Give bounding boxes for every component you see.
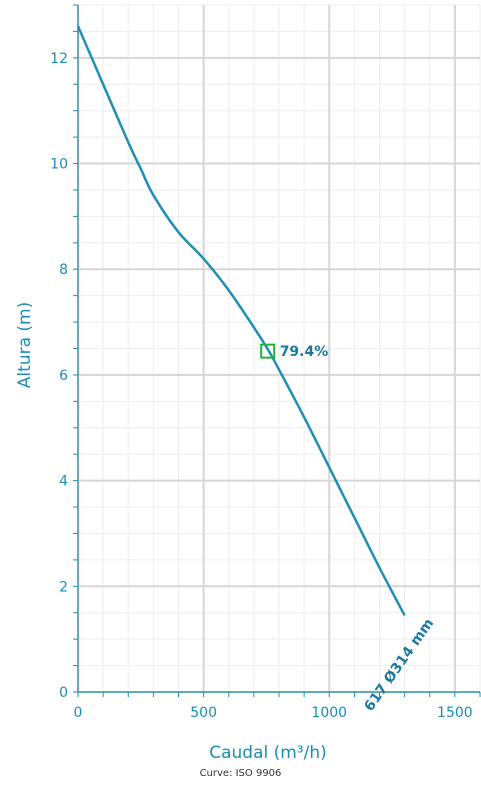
annotations: 79.4%617 Ø314 mm <box>260 343 437 714</box>
y-tick-label: 0 <box>59 685 68 701</box>
x-tick-label: 1000 <box>311 705 347 721</box>
y-tick-label: 12 <box>50 51 68 67</box>
axes <box>73 4 481 697</box>
efficiency-marker <box>260 343 276 359</box>
y-tick-label: 10 <box>50 157 68 173</box>
y-tick-label: 8 <box>59 262 68 278</box>
x-axis-title: Caudal (m³/h) <box>209 743 327 763</box>
x-tick-label: 0 <box>74 705 83 721</box>
tick-labels: 0 500 1000 1500 0 2 4 6 8 10 12 <box>50 51 473 721</box>
series-line <box>76 25 406 616</box>
y-axis-title: Altura (m) <box>15 302 35 388</box>
efficiency-label: 79.4% <box>280 344 329 360</box>
x-tick-label: 1500 <box>437 705 473 721</box>
y-tick-label: 6 <box>59 368 68 384</box>
y-tick-label: 4 <box>59 474 68 490</box>
series-group <box>76 25 406 616</box>
x-tick-label: 500 <box>190 705 217 721</box>
y-tick-label: 2 <box>59 579 68 595</box>
footer-caption: Curve: ISO 9906 <box>199 768 282 779</box>
